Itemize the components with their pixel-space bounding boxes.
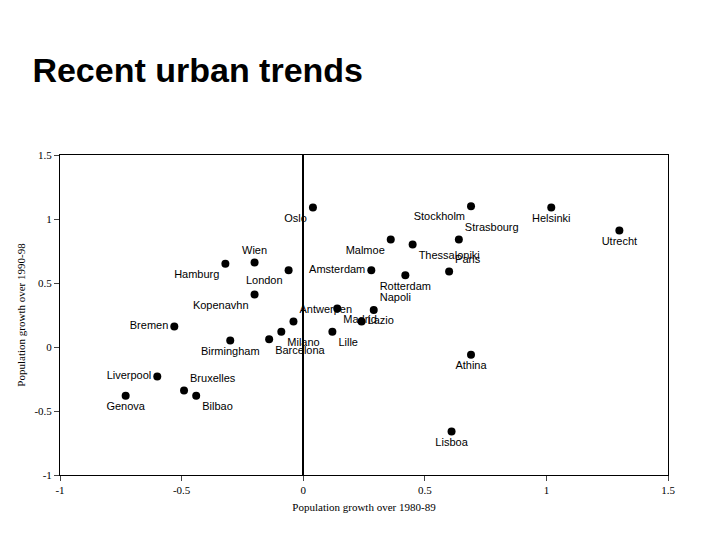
svg-text:1: 1	[46, 213, 52, 225]
svg-text:Oslo: Oslo	[284, 212, 307, 224]
svg-text:Bruxelles: Bruxelles	[190, 372, 236, 384]
svg-text:Lazio: Lazio	[368, 314, 394, 326]
svg-text:Stockholm: Stockholm	[414, 210, 465, 222]
svg-text:Population growth over 1980-89: Population growth over 1980-89	[292, 501, 436, 513]
svg-text:Helsinki: Helsinki	[532, 212, 571, 224]
svg-text:Lille: Lille	[338, 336, 358, 348]
svg-text:0: 0	[300, 484, 306, 496]
svg-text:Milano: Milano	[287, 336, 319, 348]
svg-text:Thessaloniki: Thessaloniki	[419, 249, 480, 261]
svg-text:-1: -1	[55, 484, 64, 496]
svg-text:Barcelona: Barcelona	[275, 344, 325, 356]
svg-text:0.5: 0.5	[418, 484, 432, 496]
svg-text:Birmingham: Birmingham	[201, 345, 260, 357]
svg-text:Liverpool: Liverpool	[107, 369, 152, 381]
svg-text:Malmoe: Malmoe	[346, 244, 385, 256]
svg-text:Bilbao: Bilbao	[202, 400, 233, 412]
svg-text:Wien: Wien	[242, 244, 267, 256]
svg-text:-1: -1	[43, 469, 52, 481]
svg-text:0.5: 0.5	[38, 277, 52, 289]
svg-text:London: London	[246, 274, 283, 286]
svg-text:Paris: Paris	[455, 253, 481, 265]
svg-text:Antwerpen: Antwerpen	[299, 303, 352, 315]
svg-text:Rotterdam: Rotterdam	[380, 280, 431, 292]
svg-text:Napoli: Napoli	[380, 291, 411, 303]
svg-text:Madrid: Madrid	[343, 313, 377, 325]
svg-text:Amsterdam: Amsterdam	[309, 263, 365, 275]
svg-text:1: 1	[544, 484, 550, 496]
svg-text:Bremen: Bremen	[130, 319, 169, 331]
svg-text:-0.5: -0.5	[173, 484, 191, 496]
svg-text:Strasbourg: Strasbourg	[465, 221, 519, 233]
svg-text:Athina: Athina	[455, 359, 487, 371]
svg-text:Genova: Genova	[106, 400, 145, 412]
svg-text:Kopenavhn: Kopenavhn	[193, 299, 249, 311]
svg-text:Hamburg: Hamburg	[174, 268, 219, 280]
svg-text:1.5: 1.5	[38, 149, 52, 161]
svg-text:-0.5: -0.5	[34, 405, 52, 417]
svg-text:Recent urban trends: Recent urban trends	[32, 51, 363, 89]
svg-text:0: 0	[46, 341, 52, 353]
svg-text:Utrecht: Utrecht	[602, 235, 637, 247]
svg-text:Population growth over 1990-98: Population growth over 1990-98	[15, 243, 27, 387]
svg-text:Lisboa: Lisboa	[435, 436, 468, 448]
svg-text:1.5: 1.5	[661, 484, 675, 496]
